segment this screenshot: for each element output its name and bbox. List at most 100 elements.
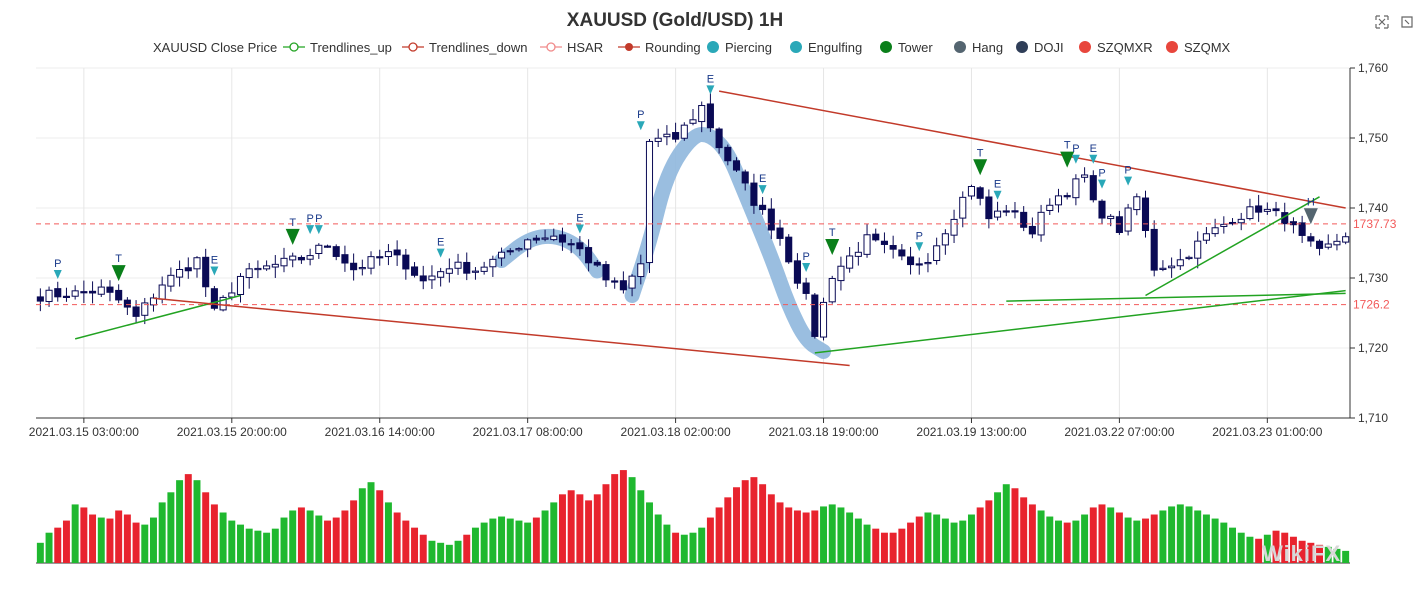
candle-body [1089, 175, 1097, 201]
volume-bar [1211, 518, 1219, 563]
candle-body [645, 140, 654, 264]
legend-item[interactable]: Piercing [706, 38, 772, 56]
candle-body [97, 286, 105, 295]
pattern-marker-engulfing [1089, 154, 1098, 164]
legend-item[interactable]: Rounding [618, 38, 701, 56]
volume-bar [793, 510, 801, 563]
volume-bar [724, 497, 732, 563]
candle-body [706, 103, 714, 129]
candle-body [785, 236, 793, 263]
candle-body [889, 245, 897, 250]
volume-bar [167, 492, 175, 563]
pattern-label: E [1090, 143, 1097, 155]
zoom-icon[interactable] [1399, 14, 1415, 30]
pattern-marker-engulfing [575, 224, 584, 234]
candle-body [454, 261, 462, 269]
candle-body [602, 264, 610, 281]
candle-body [802, 282, 810, 294]
pattern-label: E [211, 255, 218, 267]
volume-bar [1115, 512, 1123, 563]
candle-body [506, 250, 514, 253]
volume-bar [263, 532, 271, 563]
volume-bar [715, 507, 723, 563]
candle-body [402, 254, 410, 270]
candle-body [280, 257, 288, 267]
legend-item[interactable]: Engulfing [789, 38, 862, 56]
volume-bar [646, 502, 653, 563]
x-tick-label: 2021.03.23 01:00:00 [1212, 425, 1322, 439]
legend-label: HSAR [567, 39, 604, 55]
volume-bar [506, 518, 514, 563]
volume-bars [36, 470, 1350, 563]
legend-item[interactable]: Tower [879, 38, 933, 56]
y-tick-label: 1,740 [1358, 201, 1388, 215]
candle-body [1194, 240, 1202, 259]
volume-bar [463, 534, 471, 563]
volume-bar [402, 520, 410, 563]
volume-bar [619, 470, 627, 563]
candle-body [71, 290, 79, 297]
legend-item[interactable]: DOJI [1015, 38, 1064, 56]
candle-body [54, 288, 62, 298]
pattern-label: E [707, 73, 714, 85]
candle-body [1333, 240, 1341, 246]
volume-bar [80, 507, 88, 563]
legend-item[interactable]: HSAR [540, 38, 603, 56]
pattern-marker-engulfing [210, 266, 219, 276]
candle-body [341, 254, 349, 264]
candle-body [1237, 218, 1245, 224]
candle-body [1107, 215, 1115, 220]
candle-body [689, 119, 697, 124]
candle-body [62, 295, 71, 299]
x-tick-label: 2021.03.17 08:00:00 [473, 425, 583, 439]
volume-bar [210, 504, 218, 563]
legend-label: Rounding [645, 39, 701, 55]
candle-body [228, 292, 236, 298]
volume-bar [1150, 514, 1158, 563]
volume-bar [524, 522, 532, 563]
legend-item[interactable]: Hang [953, 38, 1003, 56]
volume-bar [184, 474, 192, 563]
legend-label: DOJI [1034, 39, 1064, 55]
volume-bar [193, 480, 201, 563]
volume-bar [280, 517, 288, 563]
candle-body [1315, 240, 1324, 249]
candle-body [332, 246, 340, 257]
legend-item[interactable]: SZQMX [1165, 38, 1230, 56]
legend-item[interactable]: XAUUSD Close Price [153, 38, 277, 56]
volume-bar [1055, 520, 1062, 563]
volume-bar [637, 490, 645, 563]
volume-bar [1272, 530, 1280, 563]
candle-body [202, 256, 210, 288]
volume-bar [733, 487, 740, 563]
legend-label: Engulfing [808, 39, 863, 55]
pattern-label: E [759, 173, 766, 185]
pattern-marker-tower [1060, 151, 1075, 168]
volume-bar [62, 520, 70, 563]
volume-bar [611, 474, 619, 563]
pattern-marker-hang [1303, 208, 1318, 225]
x-tick-label: 2021.03.15 20:00:00 [177, 425, 287, 439]
candle-body [1202, 233, 1210, 241]
candle-body [445, 268, 453, 274]
legend-item[interactable]: SZQMXR [1078, 38, 1153, 56]
legend-item[interactable]: Trendlines_up [283, 38, 392, 56]
volume-bar [802, 512, 810, 563]
x-tick-label: 2021.03.16 14:00:00 [325, 425, 435, 439]
volume-bar [89, 514, 97, 563]
pattern-label: P [1072, 143, 1079, 155]
candle-body [967, 186, 976, 197]
volume-bar [358, 488, 366, 563]
pattern-label: P [916, 230, 923, 242]
restore-icon[interactable] [1374, 14, 1390, 30]
candle-body [306, 255, 314, 260]
candle-body [837, 265, 845, 282]
candle-body [498, 251, 506, 259]
candle-body [1046, 204, 1054, 211]
pattern-marker-piercing [314, 225, 323, 235]
trendline-up [1006, 292, 1346, 302]
candle-body [193, 257, 201, 270]
legend-item[interactable]: Trendlines_down [402, 38, 528, 56]
candle-body [1054, 195, 1063, 206]
hsar-label: 1737.73 [1353, 217, 1397, 231]
